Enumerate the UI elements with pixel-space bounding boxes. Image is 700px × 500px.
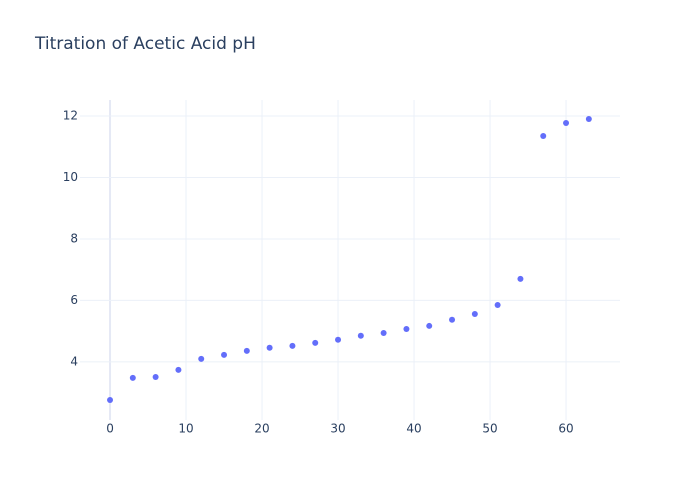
point: [175, 366, 182, 373]
y-tick-label: 4: [70, 354, 78, 368]
point: [380, 330, 387, 337]
point: [198, 355, 205, 362]
y-tick-label: 12: [63, 108, 78, 122]
x-tick-label: 60: [558, 422, 573, 436]
point: [563, 120, 570, 127]
point: [266, 344, 273, 351]
point: [357, 332, 364, 339]
point: [540, 132, 547, 139]
point: [449, 316, 456, 323]
point: [335, 336, 342, 343]
point: [471, 310, 478, 317]
x-tick-label: 50: [482, 422, 497, 436]
point: [107, 397, 114, 404]
y-tick-label: 8: [70, 231, 78, 245]
y-tick-label: 6: [70, 293, 78, 307]
x-tick-label: 40: [406, 422, 421, 436]
chart-title: Titration of Acetic Acid pH: [34, 34, 256, 54]
point: [494, 302, 501, 309]
x-tick-label: 0: [106, 422, 114, 436]
point: [426, 322, 433, 329]
x-tick-label: 20: [254, 422, 269, 436]
point: [517, 275, 524, 282]
point: [243, 347, 250, 354]
y-tick-label: 10: [63, 170, 78, 184]
point: [129, 374, 136, 381]
point: [152, 373, 159, 380]
point: [403, 326, 410, 333]
point: [312, 339, 319, 346]
point: [221, 351, 228, 358]
x-tick-label: 10: [178, 422, 193, 436]
point: [289, 342, 296, 349]
x-tick-label: 30: [330, 422, 345, 436]
point: [585, 116, 592, 123]
